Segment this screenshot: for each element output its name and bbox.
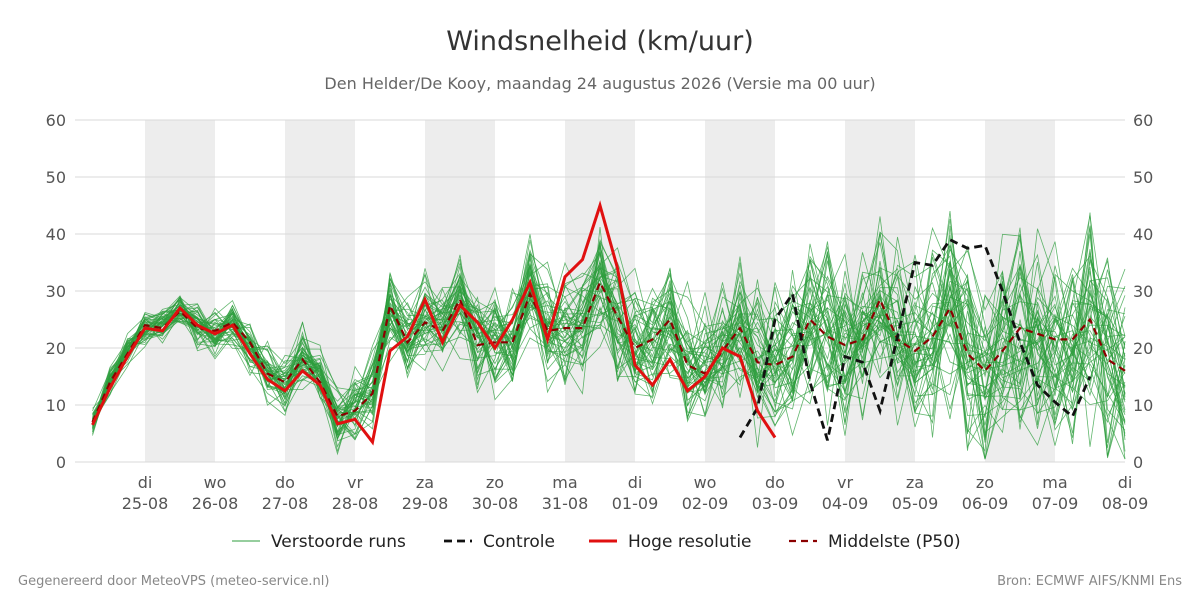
x-tick-day: wo	[694, 473, 717, 492]
x-tick-date: 27-08	[262, 494, 309, 513]
legend: Verstoorde runs Controle Hoge resolutie Mid…	[232, 532, 961, 552]
x-tick-date: 06-09	[962, 494, 1009, 513]
footer-left: Gegenereerd door MeteoVPS (meteo-service…	[18, 574, 329, 589]
control-line	[738, 237, 1092, 441]
ensemble-member-line	[92, 242, 1126, 456]
x-tick-day: wo	[204, 473, 227, 492]
y-tick-label-left: 40	[46, 225, 66, 244]
x-tick-day: zo	[976, 473, 994, 492]
x-tick-date: 31-08	[542, 494, 589, 513]
y-tick-label-right: 10	[1133, 396, 1153, 415]
x-tick-day: za	[906, 473, 924, 492]
legend-label-control: Controle	[483, 532, 555, 552]
y-tick-label-left: 30	[46, 282, 66, 301]
axis-labels: 0 0 10 10 20 20 30 30 40 40 50 50 60 60 di 25-08 wo 26-08…	[46, 111, 1154, 513]
x-tick-date: 28-08	[332, 494, 379, 513]
x-tick-date: 08-09	[1102, 494, 1149, 513]
y-tick-label-right: 60	[1133, 111, 1153, 130]
x-tick-day: ma	[1042, 473, 1067, 492]
x-tick-day: vr	[837, 473, 853, 492]
x-tick-date: 29-08	[402, 494, 449, 513]
ensemble-member-line	[92, 266, 1126, 448]
ensemble-member-line	[92, 216, 1126, 429]
ensemble-member-line	[92, 225, 1126, 460]
x-tick-day: zo	[486, 473, 504, 492]
x-tick-day: do	[765, 473, 785, 492]
legend-label-high_res: Hoge resolutie	[628, 532, 752, 552]
x-tick-date: 04-09	[822, 494, 869, 513]
legend-label-ensemble: Verstoorde runs	[271, 532, 406, 552]
y-tick-label-left: 50	[46, 168, 66, 187]
x-tick-day: za	[416, 473, 434, 492]
y-tick-label-right: 30	[1133, 282, 1153, 301]
y-tick-label-left: 60	[46, 111, 66, 130]
legend-label-median: Middelste (P50)	[828, 532, 961, 552]
x-tick-date: 02-09	[682, 494, 729, 513]
x-tick-day: di	[628, 473, 643, 492]
x-tick-date: 05-09	[892, 494, 939, 513]
x-tick-day: di	[1118, 473, 1133, 492]
x-tick-date: 26-08	[192, 494, 239, 513]
chart-title: Windsnelheid (km/uur)	[446, 26, 754, 57]
y-tick-label-left: 0	[56, 453, 66, 472]
y-tick-label-right: 50	[1133, 168, 1153, 187]
x-tick-date: 30-08	[472, 494, 519, 513]
y-tick-label-left: 10	[46, 396, 66, 415]
y-tick-label-left: 20	[46, 339, 66, 358]
y-tick-label-right: 20	[1133, 339, 1153, 358]
y-tick-label-right: 40	[1133, 225, 1153, 244]
ensemble-member-line	[92, 245, 1126, 452]
x-tick-date: 01-09	[612, 494, 659, 513]
x-tick-date: 07-09	[1032, 494, 1079, 513]
footer-right: Bron: ECMWF AIFS/KNMI Ens	[997, 574, 1182, 589]
x-tick-day: vr	[347, 473, 363, 492]
y-tick-label-right: 0	[1133, 453, 1143, 472]
high-resolution-line	[91, 200, 777, 446]
x-tick-day: ma	[552, 473, 577, 492]
chart-subtitle: Den Helder/De Kooy, maandag 24 augustus …	[324, 74, 875, 93]
x-tick-date: 25-08	[122, 494, 169, 513]
median-line	[91, 279, 1126, 423]
x-tick-day: di	[138, 473, 153, 492]
x-tick-day: do	[275, 473, 295, 492]
x-tick-date: 03-09	[752, 494, 799, 513]
main-series-lines	[91, 200, 1126, 446]
